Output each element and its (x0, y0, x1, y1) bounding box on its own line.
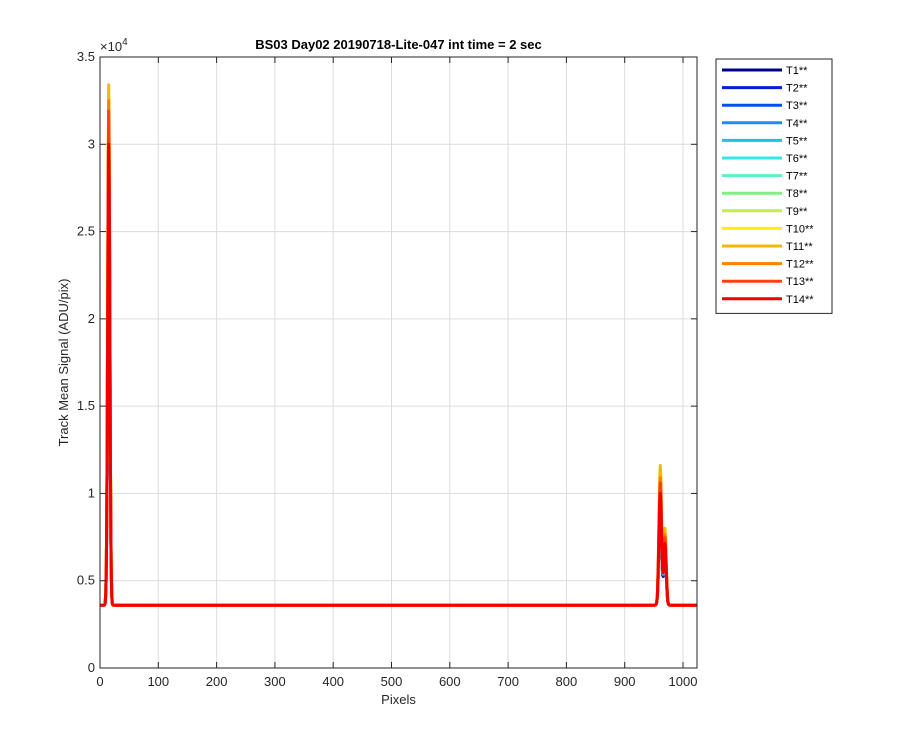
y-tick-label: 2.5 (77, 224, 95, 239)
legend-label: T5** (786, 135, 808, 147)
legend-label: T1** (786, 65, 808, 77)
x-tick-label: 600 (439, 674, 461, 689)
y-tick-label: 1.5 (77, 398, 95, 413)
axes-background (100, 57, 697, 668)
legend-label: T12** (786, 259, 814, 271)
legend-label: T11** (786, 241, 813, 253)
y-tick-label: 3.5 (77, 49, 95, 64)
x-axis-label: Pixels (381, 692, 416, 707)
x-tick-label: 700 (497, 674, 519, 689)
legend-label: T9** (786, 206, 808, 218)
legend-label: T2** (786, 83, 808, 95)
y-tick-label: 2 (88, 311, 95, 326)
series-line-14 (99, 142, 698, 607)
y-tick-label: 0 (88, 660, 95, 675)
x-tick-label: 0 (96, 674, 103, 689)
ticks: 0 100 200 300 400 500 600 700 800 900 1000 0 0.5 1 1.5… (77, 49, 698, 689)
x-tick-label: 1000 (669, 674, 698, 689)
y-axis-label: Track Mean Signal (ADU/pix) (56, 279, 71, 447)
legend-label: T3** (786, 100, 808, 112)
chart-title: BS03 Day02 20190718-Lite-047 int time = … (255, 37, 542, 52)
legend-label: T14** (786, 294, 814, 306)
legend-label: T7** (786, 171, 808, 183)
x-tick-label: 300 (264, 674, 286, 689)
x-tick-label: 900 (614, 674, 636, 689)
plot-area: 0 100 200 300 400 500 600 700 800 900 1000 0 0.5 1 1.5… (77, 49, 698, 689)
y-tick-label: 1 (88, 485, 95, 500)
legend: T1** T2** T3** T4** T5** T6** T7** T8** T9** T10*… (715, 58, 833, 314)
y-exponent-base: ×10 (100, 39, 122, 54)
legend-label: T13** (786, 276, 814, 288)
legend-box (715, 58, 833, 314)
x-tick-label: 400 (322, 674, 344, 689)
legend-label: T4** (786, 118, 808, 130)
y-exponent-power: 4 (122, 37, 128, 48)
series-layer (99, 83, 698, 607)
y-axis-exponent: ×104 (100, 37, 128, 54)
axes-box (99, 56, 698, 669)
x-tick-label: 800 (556, 674, 578, 689)
legend-label: T10** (786, 223, 814, 235)
y-tick-label: 3 (88, 136, 95, 151)
y-tick-label: 0.5 (77, 573, 95, 588)
legend-label: T6** (786, 153, 808, 165)
x-tick-label: 100 (147, 674, 169, 689)
x-tick-label: 500 (381, 674, 403, 689)
legend-label: T8** (786, 188, 808, 200)
x-tick-label: 200 (206, 674, 228, 689)
